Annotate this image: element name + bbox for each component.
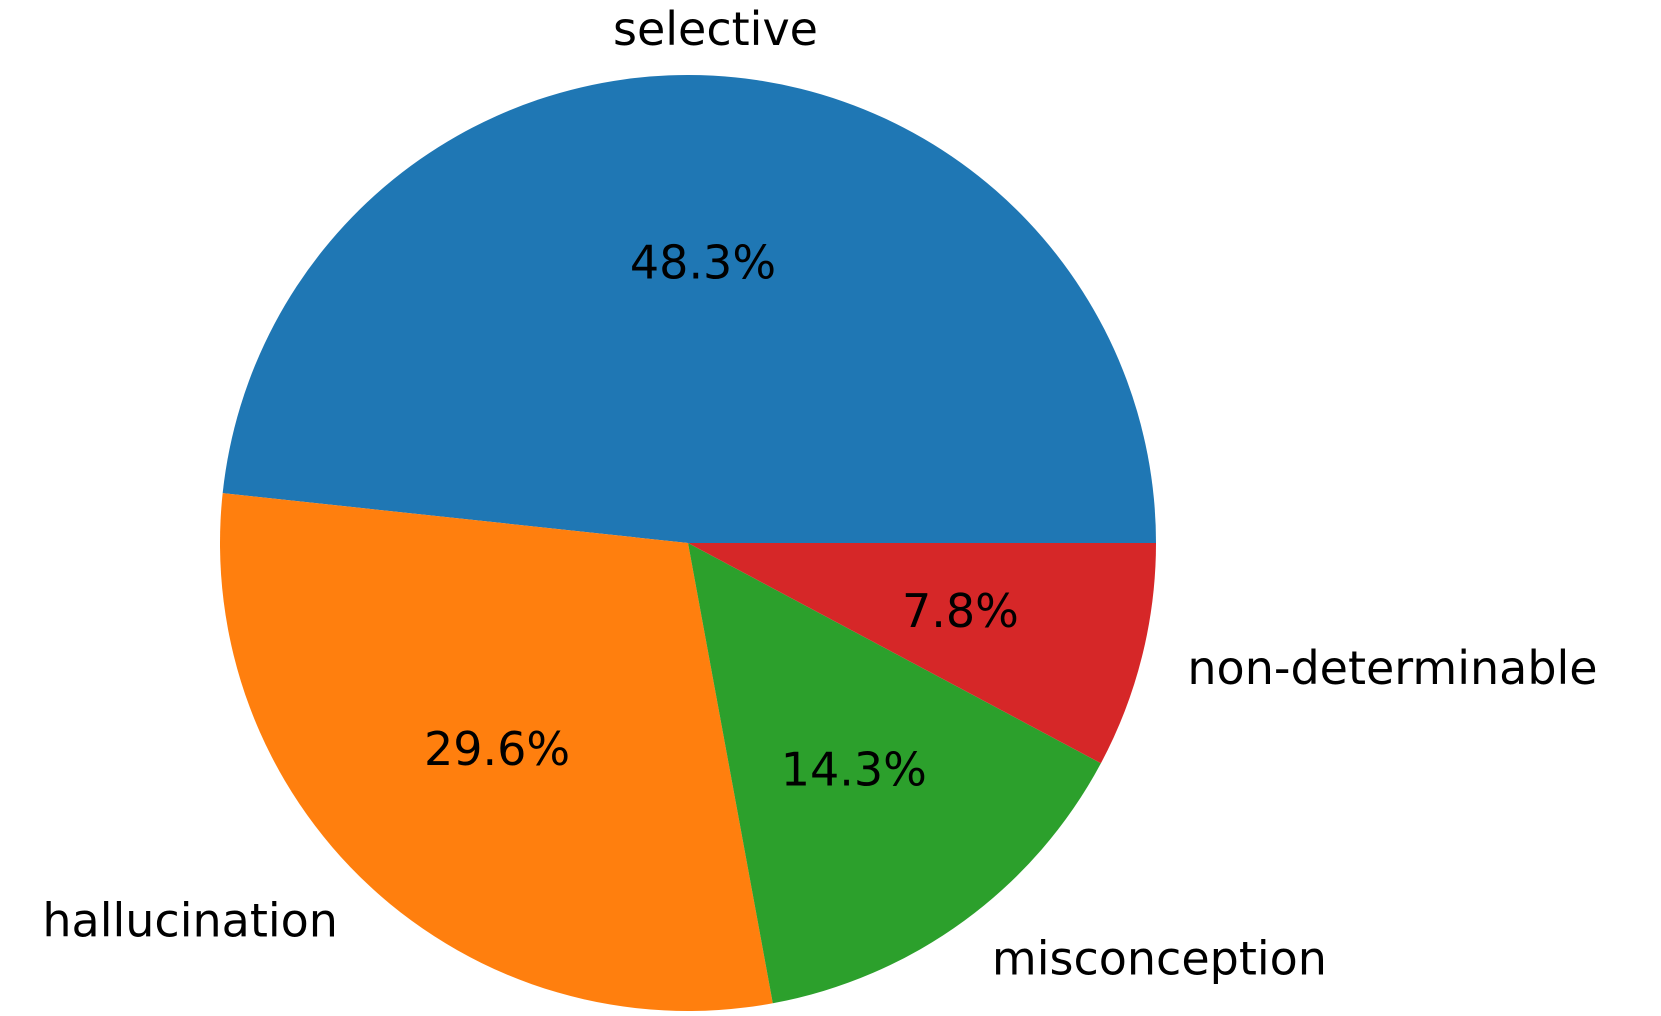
pie-pct-label-non-determinable: 7.8% xyxy=(902,584,1019,638)
pie-labels: 48.3% selective 29.6% hallucination 14.3% mis… xyxy=(42,2,1597,986)
pie-category-label-non-determinable: non-determinable xyxy=(1187,641,1597,695)
pie-pct-label-hallucination: 29.6% xyxy=(424,722,570,776)
pie-category-label-selective: selective xyxy=(613,2,818,56)
pie-pct-label-misconception: 14.3% xyxy=(781,743,927,797)
pie-slice-misconception xyxy=(688,543,1101,1004)
pie-category-label-misconception: misconception xyxy=(992,932,1327,986)
pie-slice-non-determinable xyxy=(688,543,1156,764)
pie-slice-selective xyxy=(222,74,1156,543)
pie-slices xyxy=(220,74,1156,1012)
pie-category-label-hallucination: hallucination xyxy=(42,893,338,947)
pie-pct-label-selective: 48.3% xyxy=(630,236,776,290)
pie-slice-hallucination xyxy=(220,493,773,1012)
